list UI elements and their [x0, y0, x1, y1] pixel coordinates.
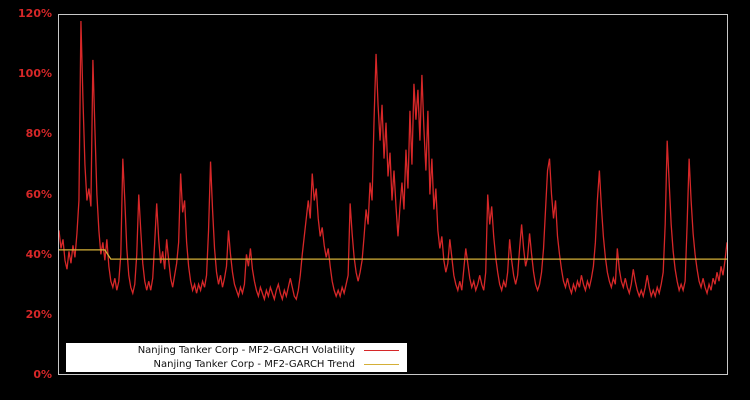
- plot-area: [58, 14, 728, 375]
- series-line-volatility: [59, 20, 727, 302]
- y-axis-labels: 0% 20% 40% 60% 80% 100% 120%: [0, 7, 52, 381]
- legend-item-volatility: Nanjing Tanker Corp - MF2-GARCH Volatili…: [74, 344, 399, 357]
- y-tick-label: 20%: [25, 307, 52, 321]
- legend-item-trend: Nanjing Tanker Corp - MF2-GARCH Trend: [74, 358, 399, 371]
- legend-line-sample-trend: [364, 364, 399, 365]
- legend-line-sample-volatility: [364, 350, 399, 351]
- legend-label-volatility: Nanjing Tanker Corp - MF2-GARCH Volatili…: [137, 345, 355, 356]
- series-svg: [59, 20, 727, 302]
- legend-label-trend: Nanjing Tanker Corp - MF2-GARCH Trend: [153, 359, 356, 370]
- y-tick-label: 0%: [33, 368, 52, 381]
- legend: Nanjing Tanker Corp - MF2-GARCH Volatili…: [66, 343, 407, 372]
- y-tick-label: 40%: [25, 247, 52, 261]
- series-line-trend: [59, 249, 727, 260]
- y-tick-label: 120%: [18, 7, 52, 20]
- y-tick-label: 80%: [25, 127, 52, 141]
- y-tick-label: 100%: [18, 67, 52, 81]
- y-tick-label: 60%: [25, 187, 52, 201]
